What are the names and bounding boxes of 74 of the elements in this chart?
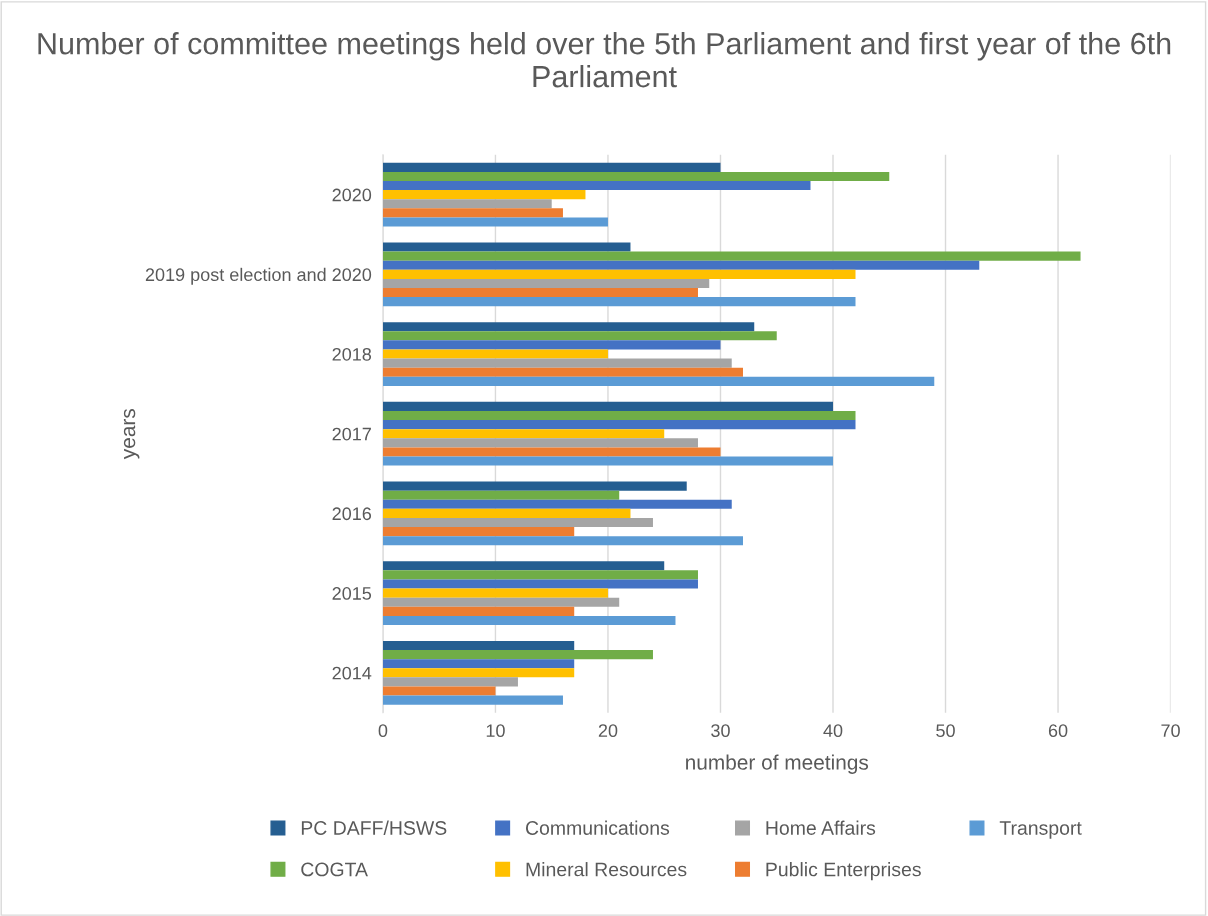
bar [382,588,608,598]
legend-label: COGTA [301,862,368,877]
bar [382,527,575,537]
x-tick-label: 70 [1161,724,1180,738]
legend-label: Mineral Resources [526,862,687,877]
bar [382,456,833,466]
bar [382,517,653,528]
bar [382,606,575,616]
bar [382,242,631,252]
bar [382,668,575,678]
y-tick-label: 2016 [332,507,372,521]
bar [382,208,563,218]
bar [382,640,575,651]
x-tick-label: 30 [711,724,730,738]
legend-label: Communications [525,820,670,835]
bar [382,438,698,448]
bar [382,401,833,411]
bar [382,677,518,687]
bar [382,420,856,430]
x-axis-title: number of meetings [686,754,869,774]
bar [382,217,608,227]
bar [382,686,496,696]
bar [382,597,620,607]
bar [382,340,721,350]
legend-label: Home Affairs [766,820,876,835]
x-tick-label: 10 [486,724,505,738]
bar [382,481,687,491]
bar [382,331,777,341]
legend-label: PC DAFF/HSWS [301,820,447,835]
bar [382,322,755,332]
y-tick-label: 2019 post election and 2020 [145,267,372,285]
bar [382,251,1081,261]
bar [382,490,620,500]
y-tick-label: 2015 [332,587,372,600]
legend-label: Public Enterprises [766,862,921,881]
x-tick-label: 60 [1048,724,1068,738]
bar [382,180,811,191]
bar [382,190,586,200]
bar [382,297,856,307]
x-tick-label: 20 [598,724,618,738]
bar [382,288,698,298]
bar [382,260,980,270]
x-tick-label: 40 [823,724,843,738]
bar [382,579,698,589]
legend-label: Transport [999,821,1082,839]
bar [382,376,935,386]
bar [382,410,856,421]
x-tick-label: 50 [936,724,955,738]
bar [382,162,721,172]
x-tick-label: 0 [378,724,388,738]
bar [382,358,732,368]
bar [382,499,732,509]
bar [382,695,563,705]
bar [382,615,676,625]
y-tick-label: 2018 [332,347,372,361]
bar [382,278,710,288]
bar [382,508,631,518]
bar [382,536,743,546]
bar [382,650,653,660]
y-tick-label: 2014 [332,666,372,680]
bar [382,171,890,181]
bar [382,447,721,457]
chart-title: Number of committee meetings held over the 5th Parliament and first year of the 6th Parliament [38,32,1171,88]
y-tick-label: 2017 [332,427,371,441]
bar [382,659,575,669]
y-axis-title: years [123,409,140,460]
bar [382,349,608,359]
bar [382,269,856,279]
y-tick-label: 2020 [332,188,372,202]
bar [382,570,698,580]
bar [382,429,665,439]
bar [382,367,743,377]
bar [382,561,665,571]
bar [382,199,552,209]
